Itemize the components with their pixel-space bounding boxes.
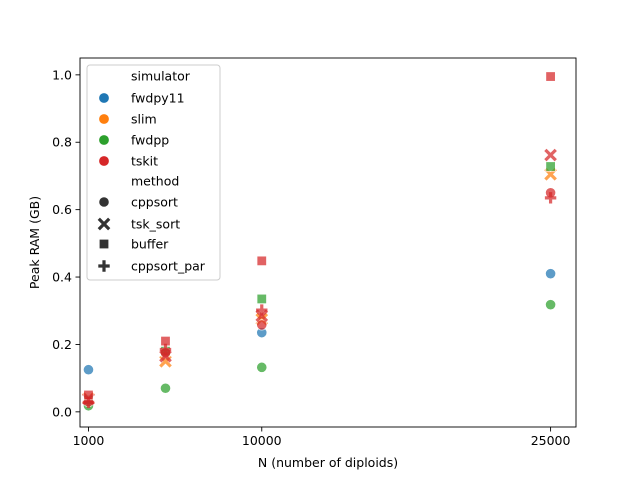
- legend-swatch-fwdpy11: [98, 92, 110, 104]
- point-tskit-cppsort_par-29: [256, 304, 268, 316]
- x-axis: 1000 10000 25000: [73, 427, 571, 448]
- legend-swatch-fwdpp: [98, 134, 110, 146]
- point-tskit-buffer-25: [256, 255, 267, 267]
- y-tick-label: 0.4: [52, 270, 72, 285]
- legend-box: [86, 64, 221, 281]
- y-tick-label: 0.6: [52, 202, 72, 217]
- point-tskit-tsk_sort-20: [159, 349, 172, 363]
- legend-hue-title: simulator: [131, 69, 191, 84]
- legend-label-fwdpy11: fwdpy11: [131, 91, 185, 106]
- y-axis-title: Peak RAM (GB): [27, 196, 42, 289]
- legend-label-fwdpp: fwdpp: [131, 133, 169, 148]
- y-tick-label: 0.2: [52, 337, 72, 352]
- legend-label-buffer: buffer: [131, 237, 169, 252]
- point-fwdpy11-cppsort-2: [544, 268, 557, 280]
- point-tskit-cppsort-17: [256, 319, 268, 331]
- point-tskit-buffer-26: [545, 71, 556, 82]
- x-tick-label: 10000: [242, 433, 282, 448]
- legend-label-tsk_sort: tsk_sort: [131, 217, 180, 232]
- y-tick-label: 1.0: [52, 67, 72, 82]
- x-tick-label: 1000: [73, 433, 105, 448]
- point-fwdpp-cppsort-8: [159, 382, 172, 394]
- points-layer: [82, 71, 557, 412]
- y-tick-label: 0.8: [52, 135, 72, 150]
- point-tskit-cppsort_par-30: [544, 192, 557, 204]
- x-tick-label: 25000: [531, 433, 571, 448]
- plot-frame: [79, 57, 577, 428]
- point-tskit-tsk_sort-21: [255, 309, 269, 323]
- point-fwdpp-buffer-14: [545, 161, 556, 172]
- y-tick-label: 0.0: [52, 404, 72, 419]
- point-tskit-cppsort_par-27: [82, 396, 95, 409]
- legend-swatch-tskit: [98, 155, 110, 167]
- legend-style-title: method: [131, 174, 179, 189]
- legend-label-cppsort: cppsort: [131, 195, 178, 210]
- legend-swatch-slim: [98, 113, 110, 125]
- legend-label-cppsort_par: cppsort_par: [131, 259, 206, 274]
- x-axis-title: N (number of diploids): [258, 455, 398, 470]
- legend-marker-tsk_sort: [97, 217, 111, 231]
- point-fwdpy11-cppsort-0: [82, 364, 95, 376]
- point-tskit-cppsort_par-28: [159, 343, 172, 356]
- y-axis: 0.0 0.2 0.4 0.6 0.8 1.0: [52, 67, 80, 419]
- point-tskit-tsk_sort-22: [544, 148, 557, 162]
- point-fwdpp-buffer-13: [256, 293, 267, 305]
- legend-marker-cppsort_par: [98, 260, 110, 272]
- legend-label-tskit: tskit: [131, 154, 158, 169]
- point-fwdpp-cppsort-10: [544, 299, 557, 311]
- point-fwdpp-cppsort-9: [256, 361, 268, 373]
- legend-marker-buffer: [98, 238, 110, 250]
- legend: simulator fwdpy11 slim fwdpp tskit method cpps…: [86, 64, 221, 281]
- legend-marker-cppsort: [98, 196, 110, 208]
- legend-label-slim: slim: [131, 112, 157, 127]
